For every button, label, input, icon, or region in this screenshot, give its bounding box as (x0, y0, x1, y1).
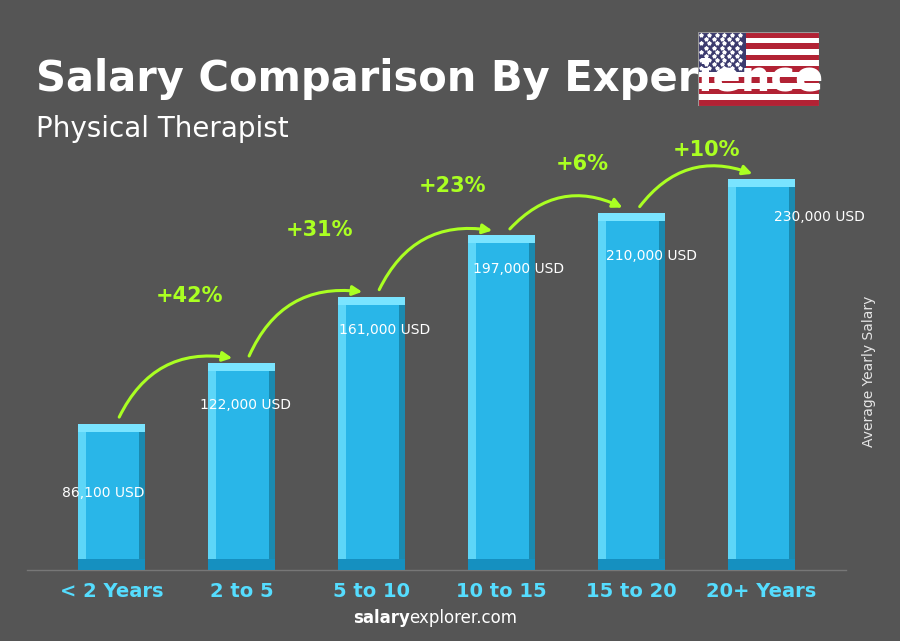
Text: 122,000 USD: 122,000 USD (200, 398, 291, 412)
Bar (77, 424, 86, 570)
Bar (788, 179, 796, 570)
Text: 197,000 USD: 197,000 USD (472, 262, 564, 276)
Text: Physical Therapist: Physical Therapist (36, 115, 289, 144)
Bar (338, 297, 405, 304)
Bar (698, 54, 819, 60)
Bar (728, 179, 736, 570)
Text: Salary Comparison By Experience: Salary Comparison By Experience (36, 58, 824, 100)
Bar (698, 88, 819, 94)
Bar (399, 297, 405, 570)
Bar (698, 38, 819, 44)
Text: 86,100 USD: 86,100 USD (62, 486, 145, 500)
Bar (659, 213, 665, 570)
Bar (208, 363, 275, 570)
Bar (468, 235, 476, 570)
Bar (139, 424, 145, 570)
Text: 210,000 USD: 210,000 USD (606, 249, 697, 263)
Bar (698, 72, 819, 78)
Bar (598, 213, 665, 570)
Bar (698, 32, 819, 38)
Bar (208, 363, 275, 371)
Bar (77, 560, 145, 570)
Bar (77, 424, 145, 570)
Bar (698, 66, 819, 72)
Bar (468, 235, 536, 570)
Bar (268, 363, 275, 570)
Bar (698, 78, 819, 83)
Text: +23%: +23% (418, 176, 486, 196)
Bar (698, 44, 819, 49)
Text: +10%: +10% (673, 140, 741, 160)
Text: salary: salary (353, 609, 410, 627)
Bar (698, 60, 819, 66)
Text: Average Yearly Salary: Average Yearly Salary (861, 296, 876, 447)
Bar (598, 560, 665, 570)
Text: +42%: +42% (156, 287, 223, 306)
Bar (698, 83, 819, 88)
Text: +6%: +6% (555, 154, 608, 174)
Bar (598, 213, 607, 570)
Bar (468, 560, 536, 570)
Bar (208, 560, 275, 570)
Bar (468, 235, 536, 244)
Bar (698, 49, 819, 54)
Bar (728, 179, 796, 187)
Bar (698, 100, 819, 106)
Text: explorer.com: explorer.com (410, 609, 518, 627)
Text: 161,000 USD: 161,000 USD (339, 323, 430, 337)
Bar (598, 213, 665, 221)
Bar (338, 560, 405, 570)
Bar (528, 235, 536, 570)
Bar (338, 297, 346, 570)
Bar (338, 297, 405, 570)
Bar (728, 179, 796, 570)
Bar (728, 560, 796, 570)
Text: +31%: +31% (286, 220, 353, 240)
Bar (698, 32, 746, 72)
Text: 230,000 USD: 230,000 USD (775, 210, 866, 224)
Bar (208, 363, 217, 570)
Bar (77, 424, 145, 432)
Bar (698, 94, 819, 100)
